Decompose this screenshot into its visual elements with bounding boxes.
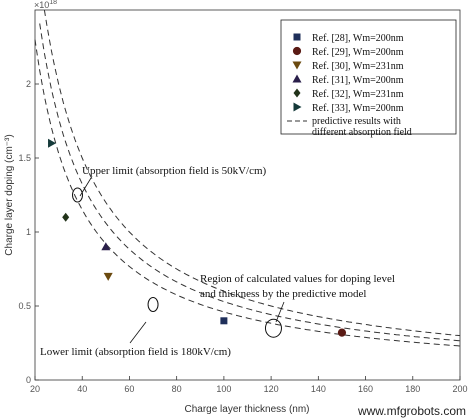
x-tick-label-200: 200 — [452, 384, 467, 394]
region-ellipse-3 — [264, 318, 282, 338]
region-ellipse-2 — [147, 297, 159, 313]
data-point-triangle-right-0 — [48, 138, 57, 148]
annotation-region-line2: and thickness by the predictive model — [200, 288, 366, 300]
y-tick-label-2: 2 — [26, 79, 31, 89]
data-point-square-0 — [220, 317, 228, 325]
watermark: www.mfgrobots.com — [357, 404, 466, 418]
legend-marker-square — [293, 33, 301, 41]
legend-markers — [292, 33, 302, 112]
data-point-triangle-down-0 — [103, 272, 113, 281]
legend-entry-33: Ref. [33], Wm=200nm — [312, 103, 404, 114]
x-axis-label: Charge layer thickness (nm) — [184, 404, 309, 415]
legend-entry-32: Ref. [32], Wm=231nm — [312, 89, 404, 100]
annotation-region-line1: Region of calculated values for doping l… — [200, 273, 395, 285]
y-tick-label-0: 0 — [26, 375, 31, 385]
x-tick-label-160: 160 — [358, 384, 373, 394]
x-tick-label-60: 60 — [124, 384, 134, 394]
annotation-lower-limit: Lower limit (absorption field is 180kV/c… — [40, 346, 231, 358]
region-ellipses — [72, 187, 282, 338]
x-tick-label-20: 20 — [30, 384, 40, 394]
x-tick-label-40: 40 — [77, 384, 87, 394]
legend-entry-predictive-1: predictive results with — [312, 116, 401, 127]
legend-box — [280, 19, 457, 135]
x-tick-label-100: 100 — [216, 384, 231, 394]
legend-marker-triangle-up — [292, 74, 302, 83]
y-tick-label-1: 1 — [26, 227, 31, 237]
y-axis-label: Charge layer doping (cm⁻³) — [4, 134, 15, 255]
legend-entry-28: Ref. [28], Wm=200nm — [312, 33, 404, 44]
data-point-triangle-up-0 — [101, 242, 111, 251]
legend-entry-31: Ref. [31], Wm=200nm — [312, 75, 404, 86]
predictive-curve-2 — [39, 23, 461, 342]
legend-marker-circle — [292, 46, 302, 56]
predictive-curve-3 — [43, 9, 461, 337]
x-tick-label-80: 80 — [172, 384, 182, 394]
legend-entry-30: Ref. [30], Wm=231nm — [312, 61, 404, 72]
axis-ticks: 20 40 60 80 100 120 140 160 180 200 0 0.5 1 1.5 2 — [18, 79, 467, 394]
legend-entry-predictive-2: different absorption field — [312, 127, 412, 138]
legend-marker-diamond — [293, 88, 301, 98]
data-point-circle-0 — [337, 328, 347, 337]
legend-marker-triangle-right — [293, 102, 302, 112]
annotation-lower-pointer — [129, 321, 147, 344]
legend: Ref. [28], Wm=200nm Ref. [29], Wm=200nm … — [280, 19, 457, 138]
annotation-upper-pointer — [79, 177, 92, 197]
predictive-curves — [34, 9, 461, 347]
y-tick-label-0.5: 0.5 — [18, 301, 31, 311]
region-ellipse-1 — [72, 187, 83, 203]
data-point-diamond-0 — [62, 212, 70, 222]
data-points — [48, 138, 347, 337]
y-axis-multiplier: ×1018 — [34, 0, 57, 10]
annotation-region-pointer — [275, 301, 285, 323]
y-tick-label-1.5: 1.5 — [18, 153, 31, 163]
x-tick-label-140: 140 — [311, 384, 326, 394]
annotation-upper-limit: Upper limit (absorption field is 50kV/cm… — [82, 165, 267, 177]
legend-entry-29: Ref. [29], Wm=200nm — [312, 47, 404, 58]
predictive-curve-1 — [34, 39, 461, 347]
legend-marker-triangle-down — [292, 61, 302, 70]
x-tick-label-180: 180 — [405, 384, 420, 394]
x-tick-label-120: 120 — [264, 384, 279, 394]
